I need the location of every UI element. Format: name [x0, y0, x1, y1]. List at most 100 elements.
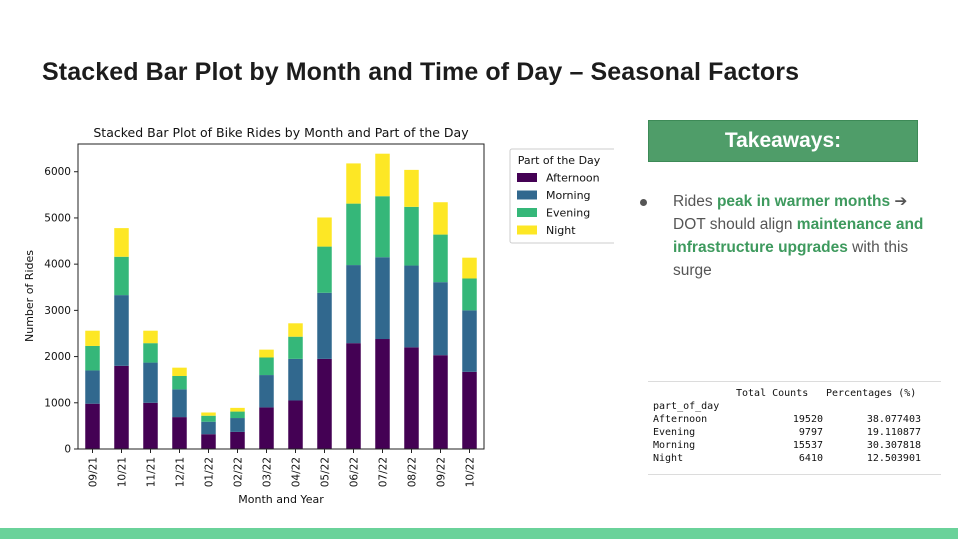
bar-segment-evening: [404, 206, 419, 266]
row-label: Night: [653, 453, 684, 464]
bar-segment-afternoon: [201, 434, 216, 449]
y-tick-label: 6000: [44, 166, 71, 178]
bar-segment-morning: [259, 375, 274, 408]
row-count: 19520: [792, 414, 823, 425]
bar-segment-morning: [375, 257, 390, 340]
legend-title: Part of the Day: [518, 154, 601, 167]
legend-label-afternoon: Afternoon: [546, 172, 600, 185]
bar-segment-morning: [230, 418, 245, 432]
legend-swatch-morning: [517, 190, 537, 200]
bar-segment-morning: [172, 389, 187, 418]
x-tick-label: 08/22: [407, 457, 419, 487]
row-label: Morning: [653, 440, 696, 451]
bar-segment-night: [375, 153, 390, 197]
bar-segment-afternoon: [433, 355, 448, 449]
col-header-pct: Percentages (%): [826, 388, 917, 399]
x-tick-label: 09/22: [436, 457, 448, 487]
bar-segment-morning: [201, 421, 216, 435]
bar-segment-evening: [346, 203, 361, 266]
y-tick-label: 5000: [44, 212, 71, 224]
stacked-bar-chart: Stacked Bar Plot of Bike Rides by Month …: [14, 118, 614, 518]
x-axis-ticks: 09/21 10/21 11/21 12/21 01/22 02/22 03/22 04/22…: [88, 449, 477, 487]
row-count: 6410: [798, 453, 823, 464]
legend-label-evening: Evening: [546, 207, 590, 220]
bar-segment-evening: [288, 336, 303, 359]
takeaways-heading: Takeaways:: [648, 120, 918, 162]
x-tick-label: 05/22: [320, 457, 332, 487]
x-tick-label: 01/22: [204, 457, 216, 487]
index-name: part_of_day: [653, 401, 720, 412]
bar-segment-morning: [85, 370, 100, 404]
row-label: Evening: [653, 427, 696, 438]
row-pct: 38.077403: [866, 414, 921, 425]
col-header-total: Total Counts: [736, 388, 809, 399]
arrow-icon: ➔: [890, 193, 908, 210]
bar-segment-night: [201, 412, 216, 416]
bullet-text-1: Rides: [673, 193, 717, 210]
bar-segment-afternoon: [288, 400, 303, 449]
row-label: Afternoon: [653, 414, 708, 425]
y-axis-ticks: 0 1000 2000 3000 4000 5000 6000: [44, 166, 78, 456]
stats-header-row: Total Counts Percentages (%): [648, 388, 941, 401]
bar-segment-morning: [288, 358, 303, 401]
table-row: Evening 9797 19.110877: [648, 427, 941, 440]
bullet-text-2: DOT should align: [673, 216, 797, 233]
bar-segment-morning: [317, 292, 332, 359]
bar-segment-morning: [404, 265, 419, 348]
legend-items: Afternoon Morning Evening Night: [517, 172, 600, 237]
y-tick-label: 4000: [44, 259, 71, 271]
bar-segment-evening: [230, 411, 245, 419]
x-tick-label: 11/21: [146, 457, 158, 487]
bar-segment-night: [433, 202, 448, 235]
bar-segment-night: [346, 163, 361, 204]
row-count: 15537: [792, 440, 823, 451]
y-tick-label: 3000: [44, 305, 71, 317]
bar-segment-afternoon: [404, 347, 419, 449]
bars-group: [85, 153, 477, 449]
x-tick-label: 09/21: [88, 457, 100, 487]
legend-label-night: Night: [546, 224, 576, 237]
bar-segment-evening: [143, 343, 158, 363]
legend-swatch-evening: [517, 208, 537, 217]
chart-title: Stacked Bar Plot of Bike Rides by Month …: [93, 125, 469, 140]
bar-segment-afternoon: [85, 403, 100, 449]
y-axis-label: Number of Rides: [23, 250, 36, 342]
bar-segment-night: [143, 330, 158, 344]
legend-box: [509, 148, 614, 244]
bullet-dot-icon: [640, 199, 647, 206]
bar-segment-night: [172, 367, 187, 376]
bar-segment-night: [404, 169, 419, 207]
legend-swatch-afternoon: [517, 173, 537, 182]
x-tick-label: 03/22: [262, 457, 274, 487]
row-count: 9797: [798, 427, 823, 438]
y-tick-label: 0: [64, 444, 71, 456]
x-tick-label: 07/22: [378, 457, 390, 487]
bullet-highlight-maintenance: maintenance and infrastructure upgrades: [673, 216, 924, 256]
bar-segment-evening: [462, 278, 477, 311]
x-tick-label: 10/21: [117, 457, 129, 487]
bar-segment-afternoon: [143, 402, 158, 449]
bar-segment-afternoon: [317, 358, 332, 449]
bar-segment-night: [259, 349, 274, 358]
bar-segment-afternoon: [259, 407, 274, 449]
bar-segment-afternoon: [375, 339, 390, 449]
table-row: Morning 15537 30.307818: [648, 440, 941, 453]
legend-swatch-night: [517, 225, 537, 235]
row-pct: 12.503901: [866, 453, 921, 464]
bar-segment-evening: [317, 246, 332, 293]
table-row: Night 6410 12.503901: [648, 453, 941, 466]
plot-frame: [77, 143, 485, 450]
bullet-text-3: with this surge: [673, 239, 909, 279]
legend: Part of the Day Afternoon Morning Evening N…: [509, 148, 614, 244]
chart-svg: Stacked Bar Plot of Bike Rides by Month …: [23, 125, 614, 506]
bullet-text: Rides peak in warmer months ➔ DOT should…: [673, 190, 940, 282]
bar-segment-morning: [433, 282, 448, 356]
legend-label-morning: Morning: [546, 189, 591, 202]
bottom-accent-bar: [0, 528, 958, 539]
x-tick-label: 04/22: [291, 457, 303, 487]
bar-segment-evening: [375, 196, 390, 258]
bar-segment-evening: [114, 256, 129, 296]
stats-table: Total Counts Percentages (%) part_of_day…: [648, 381, 941, 475]
x-tick-label: 02/22: [233, 457, 245, 487]
bar-segment-evening: [172, 375, 187, 390]
